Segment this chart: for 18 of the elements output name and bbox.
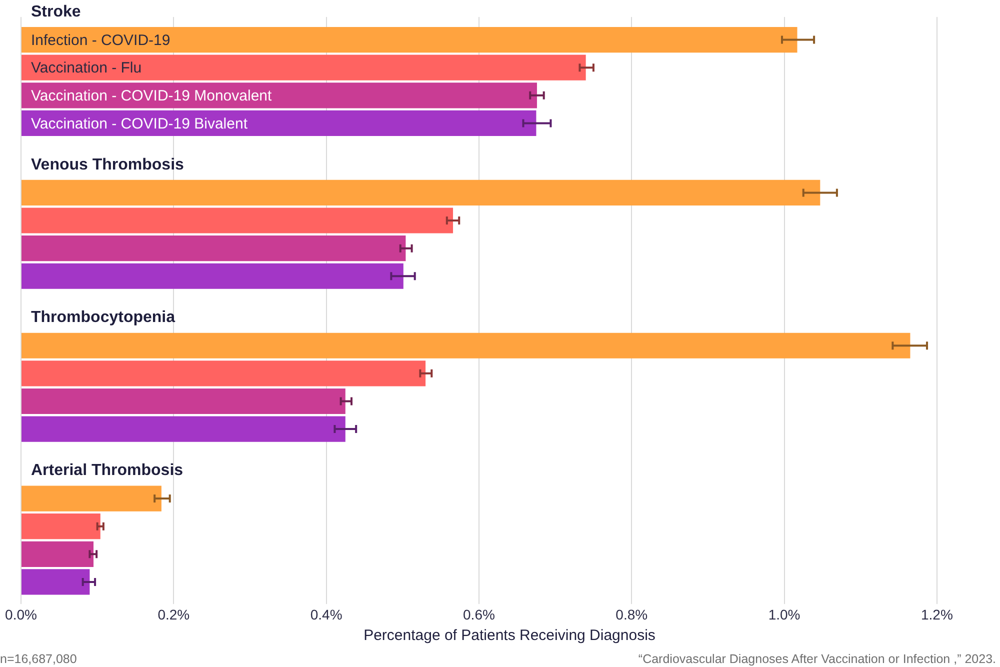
y-tick-label: Venous Thrombosis [31,156,184,174]
x-axis-title: Percentage of Patients Receiving Diagnosis [364,627,656,644]
x-tick-label: 1.0% [768,606,800,622]
text: “Cardiovascular Diagnoses After Vaccination or Infection ,” 2023. [638,652,996,667]
y-tick-label: Thrombocytopenia [31,309,176,326]
x-tick-label: 1.2% [920,606,953,622]
x-tick-label: 0.4% [310,606,342,622]
series-label: Vaccination - Flu [31,60,142,77]
x-tick-label: 0.6% [463,606,495,622]
x-tick-label: 0.0% [5,606,37,622]
x-tick-label: 0.2% [158,606,190,622]
series-label: Vaccination - COVID-19 Bivalent [31,115,248,132]
series-label: Vaccination - COVID-19 Monovalent [31,88,272,105]
series-label: Infection - COVID-19 [31,32,170,49]
y-tick-label: Arterial Thrombosis [31,462,184,480]
x-tick-label: 0.8% [616,606,648,622]
y-tick-label: Stroke [31,3,81,20]
text: n=16,687,080 [0,652,77,667]
